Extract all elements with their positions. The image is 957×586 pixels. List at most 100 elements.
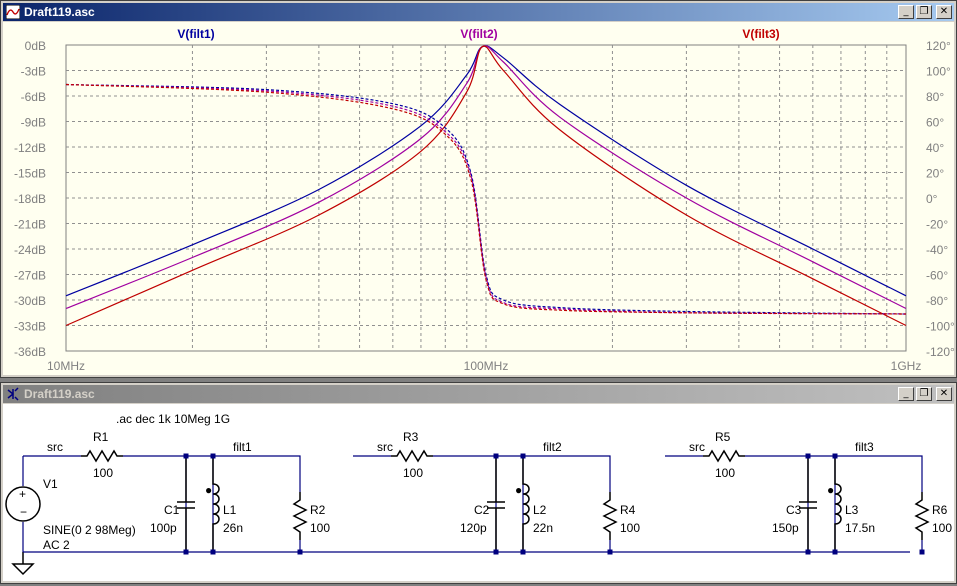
minimize-button[interactable]: _ bbox=[898, 387, 914, 401]
legend-vfilt2[interactable]: V(filt2) bbox=[460, 27, 497, 41]
resistor-r2[interactable] bbox=[293, 491, 307, 541]
y-tick-label-db: -18dB bbox=[14, 192, 46, 206]
y-tick-label-db: -15dB bbox=[14, 167, 46, 181]
junction-dot bbox=[832, 549, 838, 555]
trace-vfilt3-magnitude[interactable] bbox=[65, 45, 907, 327]
net-label: filt3 bbox=[855, 440, 874, 454]
junction-dot bbox=[805, 549, 811, 555]
resistor-r3[interactable] bbox=[390, 450, 434, 462]
x-axis-labels: 10MHz 100MHz 1GHz bbox=[47, 359, 921, 373]
v1-ac: AC 2 bbox=[43, 538, 70, 552]
y-tick-label-phase: -120° bbox=[926, 345, 954, 359]
minimize-button[interactable]: _ bbox=[898, 5, 914, 19]
r-in-label: R3 bbox=[403, 430, 419, 444]
junction-dot bbox=[210, 549, 216, 555]
y-tick-label-db: -3dB bbox=[21, 65, 46, 79]
waveform-titlebar[interactable]: Draft119.asc _ ❐ ✕ bbox=[3, 3, 954, 21]
legend-vfilt1[interactable]: V(filt1) bbox=[177, 27, 214, 41]
trace-lines bbox=[65, 45, 907, 327]
bode-plot[interactable]: 0dB -3dB -6dB -9dB -12dB -15dB -18dB -21dB -24dB… bbox=[3, 22, 955, 375]
close-button[interactable]: ✕ bbox=[936, 387, 952, 401]
schematic-canvas[interactable]: ● .ac dec 1k 10Meg 1G + − V1 SINE(0 2 98… bbox=[3, 404, 954, 581]
restore-button[interactable]: ❐ bbox=[916, 387, 932, 401]
ind-label: L1 bbox=[223, 503, 237, 517]
legend-vfilt3[interactable]: V(filt3) bbox=[742, 27, 779, 41]
r-in-label: R1 bbox=[93, 430, 109, 444]
cap-label: C2 bbox=[474, 503, 490, 517]
schematic-titlebar[interactable]: Draft119.asc _ ❐ ✕ bbox=[3, 385, 954, 403]
r-in-value: 100 bbox=[403, 466, 423, 480]
src-net-label: src bbox=[689, 440, 705, 454]
junction-dot bbox=[805, 453, 811, 459]
ind-value: 26n bbox=[223, 521, 243, 535]
x-tick-label: 10MHz bbox=[47, 359, 85, 373]
y-tick-label-phase: -20° bbox=[926, 218, 948, 232]
trace-legend: V(filt1) V(filt2) V(filt3) bbox=[177, 27, 779, 41]
r-load-label: R6 bbox=[932, 503, 948, 517]
y-tick-label-phase: -80° bbox=[926, 294, 948, 308]
resistor-r1[interactable] bbox=[80, 450, 124, 462]
plot-grid bbox=[66, 45, 906, 351]
y-tick-label-db: 0dB bbox=[25, 39, 46, 53]
cap-label: C1 bbox=[164, 503, 180, 517]
wire bbox=[353, 455, 611, 552]
v1-label: V1 bbox=[43, 477, 58, 491]
y-tick-label-db: -24dB bbox=[14, 243, 46, 257]
r-in-label: R5 bbox=[715, 430, 731, 444]
y-tick-label-phase: -60° bbox=[926, 269, 948, 283]
filter-stage-1[interactable]: src R1 100 filt1 C1 100p L1 26n R2 100 bbox=[23, 430, 330, 555]
inductor-l1[interactable] bbox=[204, 455, 220, 555]
filter-stage-3[interactable]: src R5 100 filt3 C3 150p L3 17.5n R6 100 bbox=[665, 430, 952, 555]
r-load-value: 100 bbox=[620, 521, 640, 535]
resistor-r5[interactable] bbox=[702, 450, 746, 462]
y-tick-label-phase: -40° bbox=[926, 243, 948, 257]
waveform-app-icon bbox=[6, 5, 20, 19]
r-in-value: 100 bbox=[715, 466, 735, 480]
v1-value: SINE(0 2 98Meg) bbox=[43, 523, 136, 537]
net-label: filt1 bbox=[233, 440, 252, 454]
plot-pane[interactable]: 0dB -3dB -6dB -9dB -12dB -15dB -18dB -21dB -24dB… bbox=[3, 22, 955, 375]
resistor-r4[interactable] bbox=[603, 491, 617, 541]
schematic-app-icon bbox=[7, 387, 19, 401]
junction-dot bbox=[183, 453, 189, 459]
y-tick-label-db: -33dB bbox=[14, 320, 46, 334]
junction-dot bbox=[520, 549, 526, 555]
r-load-label: R2 bbox=[310, 503, 326, 517]
filter-stage-2[interactable]: src R3 100 filt2 C2 120p L2 22n R4 100 bbox=[353, 430, 640, 555]
trace-vfilt3-phase[interactable] bbox=[65, 83, 907, 315]
voltage-source-v1[interactable]: + − V1 SINE(0 2 98Meg) AC 2 bbox=[5, 456, 136, 552]
cap-label: C3 bbox=[786, 503, 802, 517]
junction-dot bbox=[297, 549, 303, 555]
junction-dot bbox=[183, 549, 189, 555]
y-tick-label-phase: 0° bbox=[926, 192, 938, 206]
src-net-label: src bbox=[47, 440, 63, 454]
y-tick-label-db: -27dB bbox=[14, 269, 46, 283]
y-tick-label-phase: 40° bbox=[926, 141, 944, 155]
y-tick-label-phase: 80° bbox=[926, 90, 944, 104]
y-tick-label-phase: 100° bbox=[926, 65, 951, 79]
ind-value: 17.5n bbox=[845, 521, 875, 535]
net-label: filt2 bbox=[543, 440, 562, 454]
restore-button[interactable]: ❐ bbox=[916, 5, 932, 19]
inductor-l2[interactable] bbox=[514, 455, 530, 555]
x-tick-label: 1GHz bbox=[891, 359, 922, 373]
close-button[interactable]: ✕ bbox=[936, 5, 952, 19]
wire bbox=[23, 455, 301, 552]
resistor-r6[interactable] bbox=[915, 491, 929, 541]
schematic-drawing[interactable]: ● .ac dec 1k 10Meg 1G + − V1 SINE(0 2 98… bbox=[3, 404, 954, 581]
junction-dot bbox=[520, 453, 526, 459]
schematic-window-title: Draft119.asc bbox=[24, 387, 95, 401]
waveform-window-title: Draft119.asc bbox=[24, 5, 95, 19]
r-load-value: 100 bbox=[310, 521, 330, 535]
svg-text:+: + bbox=[19, 487, 26, 501]
y-tick-label-phase: -100° bbox=[926, 320, 954, 334]
x-tick-label: 100MHz bbox=[464, 359, 509, 373]
spice-directive[interactable]: .ac dec 1k 10Meg 1G bbox=[116, 412, 230, 426]
inductor-l3[interactable] bbox=[826, 455, 842, 555]
ground-symbol[interactable] bbox=[11, 552, 35, 576]
trace-vfilt1-phase[interactable] bbox=[65, 83, 907, 315]
y-tick-label-phase: 60° bbox=[926, 116, 944, 130]
y-tick-label-db: -12dB bbox=[14, 141, 46, 155]
cap-value: 120p bbox=[460, 521, 487, 535]
y-tick-label-phase: 120° bbox=[926, 39, 951, 53]
